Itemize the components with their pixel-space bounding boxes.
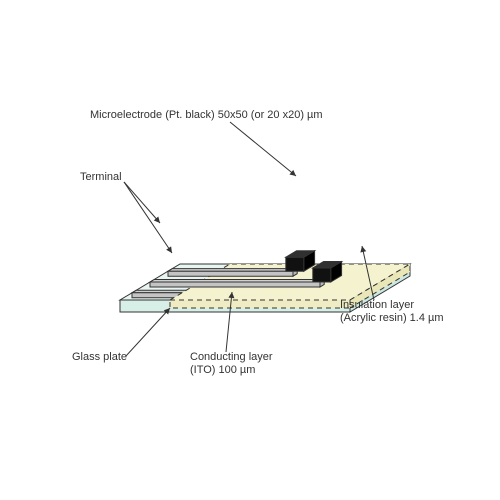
label-terminal: Terminal (80, 171, 122, 183)
svg-text:Conducting layer: Conducting layer (190, 351, 273, 363)
svg-text:(ITO) 100 µm: (ITO) 100 µm (190, 364, 255, 376)
svg-text:Microelectrode (Pt. black) 50x: Microelectrode (Pt. black) 50x50 (or 20 … (90, 109, 323, 121)
conductor-track (150, 279, 324, 287)
label-conducting-layer: Conducting layer(ITO) 100 µm (190, 351, 273, 376)
conductor-track (168, 269, 297, 277)
label-glass-plate: Glass plate (72, 351, 127, 363)
label-microelectrode: Microelectrode (Pt. black) 50x50 (or 20 … (90, 109, 323, 121)
svg-text:(Acrylic resin) 1.4 µm: (Acrylic resin) 1.4 µm (340, 312, 444, 324)
svg-text:Terminal: Terminal (80, 171, 122, 183)
label-insulation-layer: Insulation layer(Acrylic resin) 1.4 µm (340, 299, 444, 324)
svg-text:Insulation layer: Insulation layer (340, 299, 414, 311)
svg-text:Glass plate: Glass plate (72, 351, 127, 363)
